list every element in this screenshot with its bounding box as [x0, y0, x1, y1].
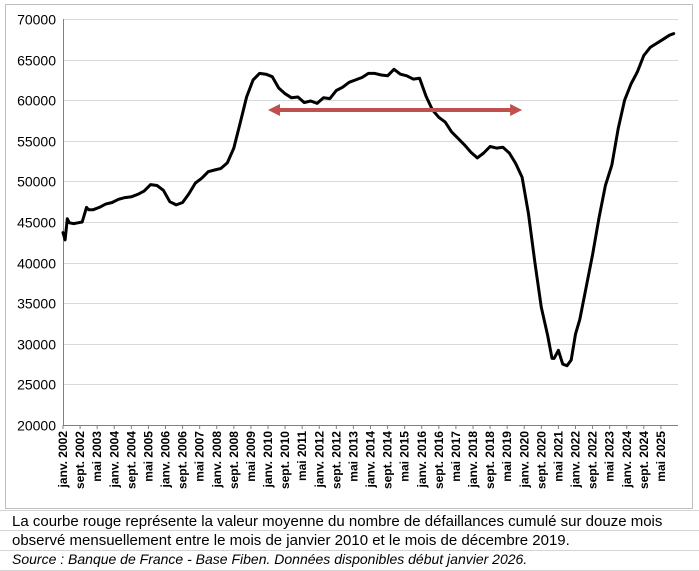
- x-tick-label: mai 2023: [603, 431, 617, 482]
- line-chart: 20000 25000 30000 35000 40000 45000 50000 55000…: [17, 12, 678, 489]
- x-tick-label: janv. 2006: [159, 431, 173, 489]
- x-tick-label: mai 2005: [141, 431, 155, 482]
- x-tick-label: janv. 2010: [261, 431, 275, 489]
- x-tick-label: sept. 2012: [329, 431, 343, 489]
- x-tick-label: sept. 2002: [73, 431, 87, 489]
- y-tick-label: 25000: [17, 377, 56, 393]
- x-tick-label: mai 2007: [193, 431, 207, 482]
- y-tick-label: 40000: [17, 256, 56, 272]
- x-tick-label: sept. 2004: [124, 431, 138, 489]
- y-tick-label: 35000: [17, 296, 56, 312]
- x-tick-label: mai 2009: [244, 431, 258, 482]
- x-tick-label: janv. 2022: [569, 431, 583, 489]
- x-tick-label: janv. 2002: [56, 431, 70, 489]
- x-tick-label: janv. 2012: [312, 431, 326, 489]
- y-tick-label: 20000: [17, 418, 56, 434]
- y-axis-labels: 20000 25000 30000 35000 40000 45000 50000 55000…: [17, 12, 56, 434]
- chart-object[interactable]: [5, 4, 693, 509]
- y-tick-label: 30000: [17, 337, 56, 353]
- x-tick-label: mai 2013: [346, 431, 360, 482]
- x-tick-label: mai 2021: [551, 431, 565, 482]
- x-tick-label: sept. 2024: [637, 431, 651, 489]
- y-tick-label: 55000: [17, 134, 56, 150]
- x-tick-label: janv. 2024: [620, 431, 634, 489]
- y-tick-label: 70000: [17, 12, 56, 28]
- series-line: [61, 32, 676, 368]
- chart-caption: La courbe rouge représente la valeur moy…: [12, 513, 663, 549]
- annotation-arrow-head-left: [268, 103, 280, 116]
- x-tick-label: janv. 2014: [364, 431, 378, 489]
- y-tick-label: 65000: [17, 53, 56, 69]
- x-tick-label: janv. 2018: [466, 431, 480, 489]
- y-tick-label: 45000: [17, 215, 56, 231]
- x-tick-label: mai 2017: [449, 431, 463, 482]
- x-tick-label: mai 2011: [295, 431, 309, 481]
- x-tick-label: sept. 2006: [176, 431, 190, 489]
- series-layer: [61, 32, 676, 368]
- annotation-arrow-head-right: [510, 103, 523, 116]
- x-tick-label: sept. 2010: [278, 431, 292, 489]
- x-tick-label: sept. 2018: [483, 431, 497, 489]
- x-tick-label: mai 2015: [398, 431, 412, 482]
- x-tick-label: mai 2025: [654, 431, 668, 482]
- x-tick-label: sept. 2022: [586, 431, 600, 489]
- x-axis-labels: janv. 2002 sept. 2002 mai 2003 janv. 2004 se…: [56, 425, 668, 489]
- y-tick-label: 50000: [17, 174, 56, 190]
- annotation-layer: [268, 103, 523, 116]
- x-tick-label: janv. 2020: [517, 431, 531, 489]
- x-tick-label: sept. 2016: [432, 431, 446, 489]
- y-tick-label: 60000: [17, 93, 56, 109]
- x-tick-label: sept. 2014: [381, 431, 395, 489]
- x-tick-label: janv. 2008: [210, 431, 224, 489]
- x-tick-label: janv. 2004: [107, 431, 121, 489]
- x-tick-label: sept. 2020: [534, 431, 548, 489]
- grid-layer: [63, 19, 678, 426]
- x-tick-label: mai 2003: [90, 431, 104, 482]
- x-tick-label: sept. 2008: [227, 431, 241, 489]
- x-tick-label: janv. 2016: [415, 431, 429, 489]
- chart-source-note: Source : Banque de France - Base Fiben. …: [12, 551, 528, 567]
- x-tick-label: mai 2019: [500, 431, 514, 482]
